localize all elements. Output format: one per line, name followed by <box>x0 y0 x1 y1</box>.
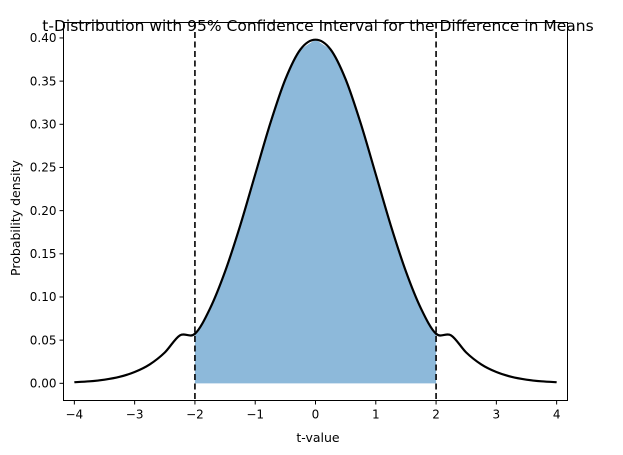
x-tick-label: 0 <box>312 408 320 422</box>
y-axis: 0.00 0.05 0.10 0.15 0.20 0.25 0.30 0.35 0.40 <box>30 31 64 391</box>
chart-title: t-Distribution with 95% Confidence Inter… <box>42 17 593 35</box>
y-tick-label: 0.30 <box>30 117 57 131</box>
x-axis-label: t-value <box>296 430 340 445</box>
density-curve <box>74 38 557 384</box>
confidence-region <box>194 39 437 384</box>
y-tick-label: 0.20 <box>30 204 57 218</box>
x-axis: −4 −3 −2 −1 0 1 2 3 4 <box>66 400 561 422</box>
x-tick-label: −2 <box>186 408 204 422</box>
x-tick-label: −3 <box>126 408 144 422</box>
y-tick-label: 0.40 <box>30 31 57 45</box>
y-tick-label: 0.15 <box>30 247 57 261</box>
y-tick-label: 0.00 <box>30 377 57 391</box>
x-tick-label: −4 <box>66 408 84 422</box>
x-tick-label: −1 <box>246 408 264 422</box>
y-tick-label: 0.35 <box>30 74 57 88</box>
y-axis-label: Probability density <box>8 159 23 275</box>
x-tick-label: 1 <box>372 408 380 422</box>
x-tick-label: 3 <box>493 408 501 422</box>
x-tick-label: 2 <box>432 408 440 422</box>
y-tick-label: 0.05 <box>30 333 57 347</box>
plot-area <box>74 22 557 401</box>
y-tick-label: 0.25 <box>30 161 57 175</box>
x-tick-label: 4 <box>553 408 561 422</box>
y-tick-label: 0.10 <box>30 290 57 304</box>
